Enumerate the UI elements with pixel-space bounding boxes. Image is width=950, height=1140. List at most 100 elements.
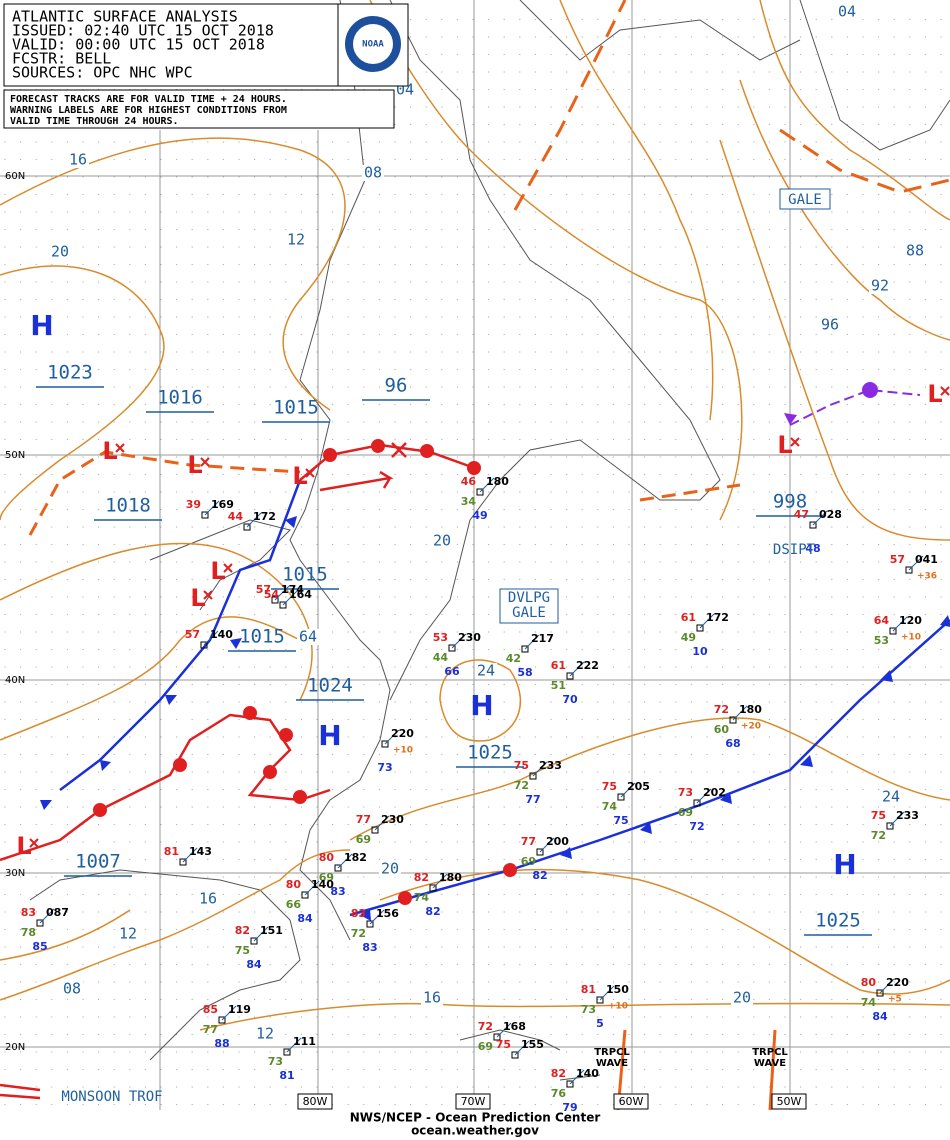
station-temperature: 80 <box>319 851 335 864</box>
wind-barb <box>274 585 290 601</box>
station-marker <box>179 858 187 866</box>
lat-label: 30N <box>5 868 25 879</box>
station-sea-temp: 48 <box>805 542 820 555</box>
station-pressure: 230 <box>381 813 404 826</box>
station-sea-temp: 84 <box>246 958 262 971</box>
low-symbol: L <box>190 584 205 612</box>
wind-barb <box>908 555 924 571</box>
station-dewpoint: 74 <box>414 891 430 904</box>
station-dewpoint: 74 <box>602 800 618 813</box>
station-marker <box>476 488 484 496</box>
station-pressure: 205 <box>627 780 650 793</box>
fronts <box>0 0 950 1111</box>
pressure-label: 1015 <box>239 626 285 648</box>
low-cross <box>115 443 125 453</box>
isobar-label-bg <box>379 861 401 877</box>
station-sea-temp: 85 <box>32 940 47 953</box>
station-dewpoint: 77 <box>203 1023 218 1036</box>
station-temperature: 80 <box>286 878 302 891</box>
station-pressure: 180 <box>439 871 462 884</box>
isobars <box>0 0 950 1031</box>
isobar-label-bg <box>421 990 443 1006</box>
isobar-label: 24 <box>882 788 900 806</box>
station-sea-temp: 84 <box>872 1010 888 1023</box>
station-marker <box>279 601 287 609</box>
station-pressure: 200 <box>546 835 569 848</box>
logo-text: NOAA <box>362 40 384 50</box>
station-pressure: 233 <box>539 759 562 772</box>
station-sea-temp: 75 <box>613 814 628 827</box>
station-pressure: 172 <box>253 510 276 523</box>
wind-barb <box>539 837 555 853</box>
station-pressure: 164 <box>289 588 312 601</box>
station-dewpoint: 69 <box>478 1040 493 1053</box>
lon-label: 70W <box>461 1095 486 1108</box>
wind-barb <box>384 729 400 745</box>
station-dewpoint: 73 <box>268 1055 283 1068</box>
station-temperature: 64 <box>874 614 890 627</box>
isobar-label-bg <box>904 243 926 259</box>
low-symbol: L <box>102 437 117 465</box>
lon-labels: 80W 70W 60W 50W <box>297 1093 807 1110</box>
station-tendency: +36 <box>917 572 937 582</box>
station-pressure: 143 <box>189 845 212 858</box>
station-marker <box>381 740 389 748</box>
station-dewpoint: 72 <box>514 779 529 792</box>
wind-barb <box>337 853 353 869</box>
isobar-label-bg <box>67 152 89 168</box>
pressure-label: 1025 <box>467 742 513 764</box>
wind-barb <box>203 630 219 646</box>
station-sea-temp: 83 <box>330 885 345 898</box>
station-tendency: +10 <box>901 633 921 643</box>
station-marker <box>696 624 704 632</box>
station-pressure: 140 <box>576 1067 599 1080</box>
station-marker <box>617 793 625 801</box>
isobar-label: 12 <box>119 925 137 943</box>
isobar-label: 24 <box>477 662 495 680</box>
graticule <box>0 0 950 1110</box>
station-marker <box>566 1080 574 1088</box>
station-marker <box>301 891 309 899</box>
station-pressure: 169 <box>211 498 234 511</box>
station-marker <box>36 919 44 927</box>
station-marker <box>448 644 456 652</box>
station-pressure: 111 <box>293 1035 316 1048</box>
header-forecaster: FCSTR: BELL <box>12 50 111 68</box>
isobar-label: 20 <box>733 989 751 1007</box>
isobar-label: 92 <box>871 277 889 295</box>
station-sea-temp: 82 <box>425 905 440 918</box>
wind-barb <box>879 978 895 994</box>
station-dewpoint: 53 <box>874 634 889 647</box>
station-sea-temp: 70 <box>562 693 578 706</box>
wind-barb <box>374 815 390 831</box>
pressure-label: 96 <box>385 375 408 397</box>
station-marker <box>334 864 342 872</box>
station-pressure: 180 <box>739 703 762 716</box>
pressure-label: 1016 <box>157 387 203 409</box>
low-symbol: L <box>210 557 225 585</box>
isobar-label: 16 <box>199 890 217 908</box>
station-temperature: 72 <box>478 1020 493 1033</box>
header-box: ATLANTIC SURFACE ANALYSIS ISSUED: 02:40 … <box>3 3 409 129</box>
wind-barb <box>696 788 712 804</box>
station-tendency: +5 <box>888 995 902 1005</box>
footer-line: ocean.weather.gov <box>411 1124 539 1138</box>
coastlines <box>29 0 950 1081</box>
station-dewpoint: 78 <box>21 926 36 939</box>
warning-box <box>499 588 559 624</box>
front-marks <box>319 442 407 492</box>
station-tendency: +10 <box>393 746 413 756</box>
wind-barb <box>812 510 828 526</box>
wind-barb <box>569 1069 585 1085</box>
station-dewpoint: 44 <box>433 651 449 664</box>
station-temperature: 57 <box>890 553 905 566</box>
station-sea-temp: 66 <box>444 665 460 678</box>
wind-barb <box>732 705 748 721</box>
wave-label: TRPCL <box>594 1047 630 1058</box>
pressure-label: 1023 <box>47 362 93 384</box>
station-temperature: 44 <box>228 510 244 523</box>
station-temperature: 75 <box>514 759 529 772</box>
wind-barb <box>432 873 448 889</box>
station-temperature: 83 <box>21 906 36 919</box>
